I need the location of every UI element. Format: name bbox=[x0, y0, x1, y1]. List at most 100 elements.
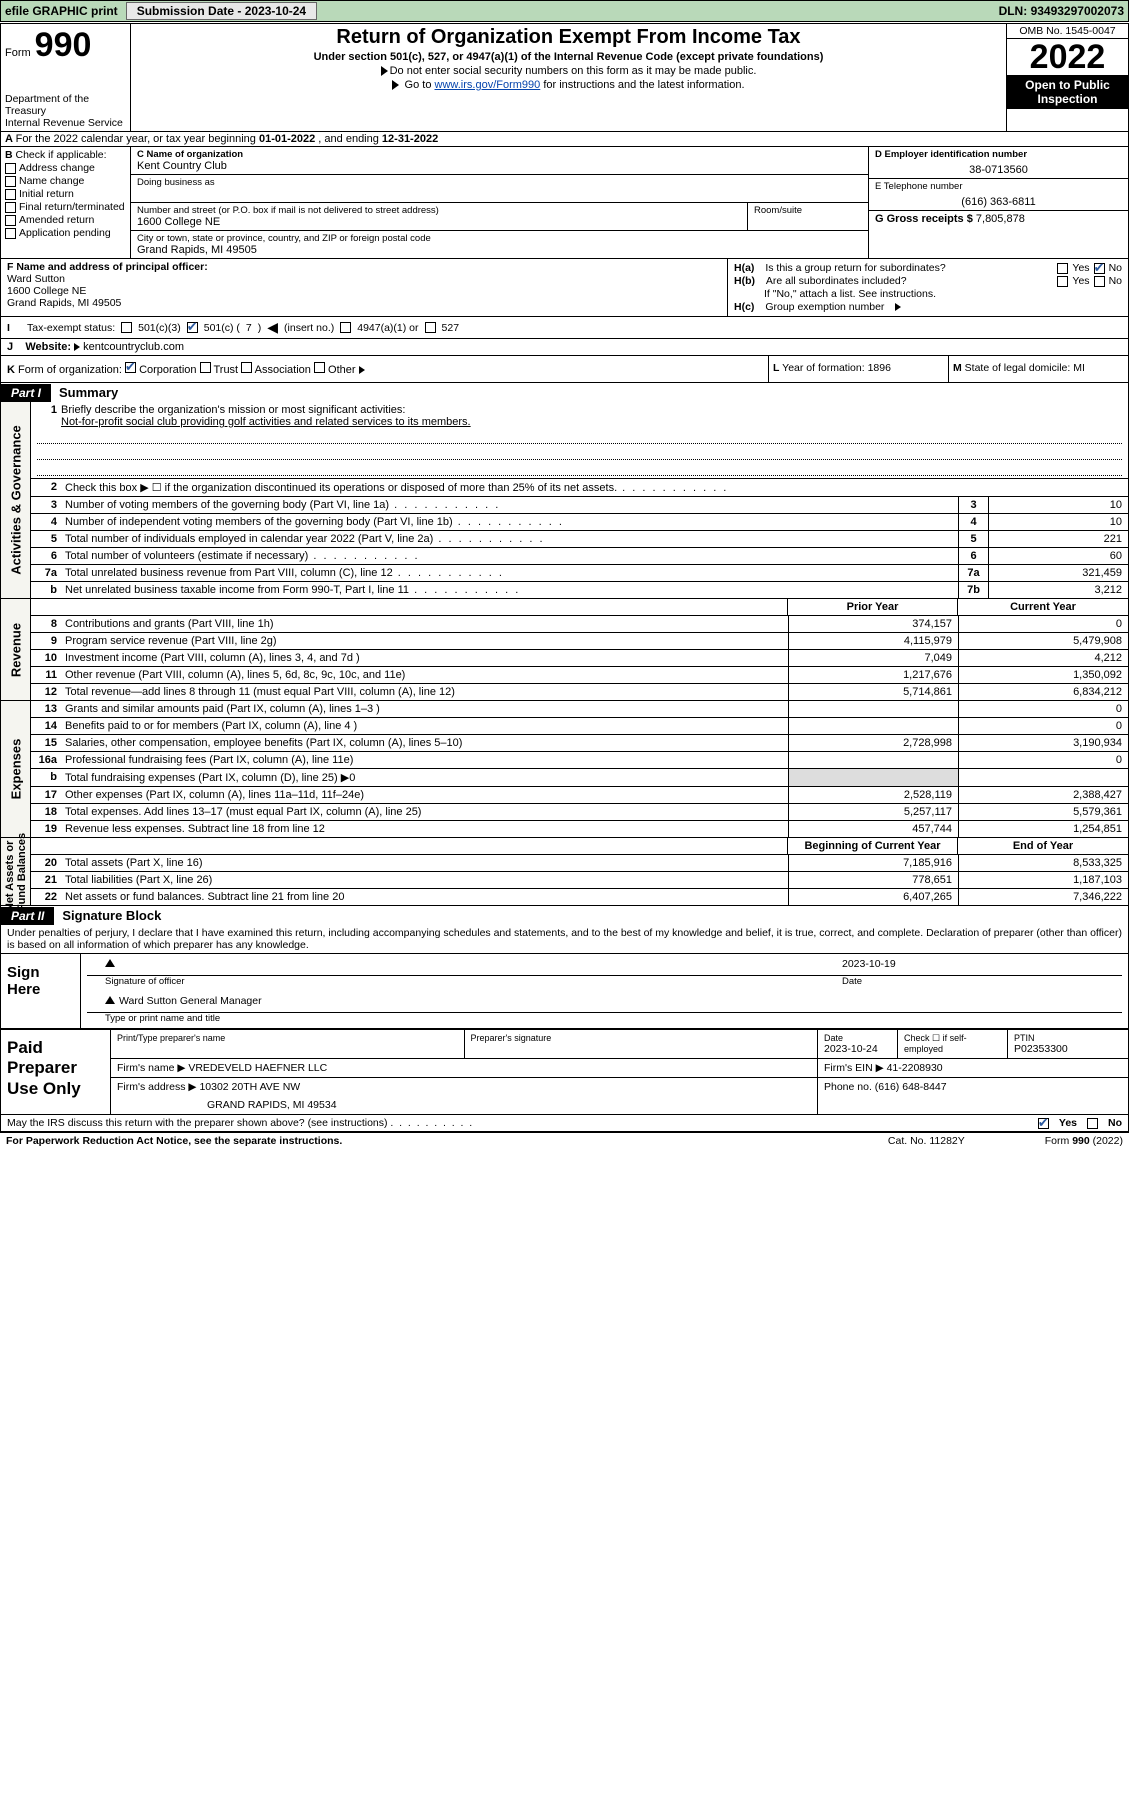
vtab-net-assets: Net Assets or Fund Balances bbox=[4, 832, 28, 910]
header-right: OMB No. 1545-0047 2022 Open to Public In… bbox=[1006, 24, 1128, 131]
line-14: 14Benefits paid to or for members (Part … bbox=[31, 718, 1128, 735]
chk-address-change[interactable] bbox=[5, 163, 16, 174]
topbar: efile GRAPHIC print Submission Date - 20… bbox=[0, 0, 1129, 22]
note-goto-post: for instructions and the latest informat… bbox=[543, 79, 744, 91]
open-to-public: Open to Public Inspection bbox=[1007, 75, 1128, 109]
dln: DLN: 93493297002073 bbox=[999, 4, 1124, 18]
org-name: Kent Country Club bbox=[137, 160, 862, 172]
chk-other[interactable] bbox=[314, 362, 325, 373]
header-left: Form 990 Department of the Treasury Inte… bbox=[1, 24, 131, 131]
mission-block: 1 Briefly describe the organization's mi… bbox=[31, 402, 1128, 479]
year-formation: L Year of formation: 1896 bbox=[768, 356, 948, 382]
col-header-begin-end: Beginning of Current Year End of Year bbox=[31, 838, 1128, 855]
principal-officer: F Name and address of principal officer:… bbox=[1, 259, 728, 316]
state-domicile: M State of legal domicile: MI bbox=[948, 356, 1128, 382]
chk-4947[interactable] bbox=[340, 322, 351, 333]
vtab-revenue: Revenue bbox=[8, 622, 23, 676]
line-18: 18Total expenses. Add lines 13–17 (must … bbox=[31, 804, 1128, 821]
row-klm: K Form of organization: Corporation Trus… bbox=[1, 356, 1128, 383]
paid-preparer-block: Paid Preparer Use Only Print/Type prepar… bbox=[1, 1029, 1128, 1115]
line-12: 12Total revenue—add lines 8 through 11 (… bbox=[31, 684, 1128, 700]
gov-line-6: 6Total number of volunteers (estimate if… bbox=[31, 548, 1128, 565]
gov-line-3: 3Number of voting members of the governi… bbox=[31, 497, 1128, 514]
chk-app-pending[interactable] bbox=[5, 228, 16, 239]
footer-discuss: May the IRS discuss this return with the… bbox=[1, 1115, 1128, 1131]
chk-trust[interactable] bbox=[200, 362, 211, 373]
line-b: bTotal fundraising expenses (Part IX, co… bbox=[31, 769, 1128, 787]
firm-phone: (616) 648-8447 bbox=[875, 1081, 947, 1093]
sign-here-block: Sign Here 2023-10-19 Signature of office… bbox=[1, 954, 1128, 1029]
form-number: 990 bbox=[35, 26, 92, 65]
chk-final-return[interactable] bbox=[5, 202, 16, 213]
irs-link[interactable]: www.irs.gov/Form990 bbox=[435, 79, 541, 91]
h-group-return: H(a) Is this a group return for subordin… bbox=[728, 259, 1128, 316]
city-state-zip: Grand Rapids, MI 49505 bbox=[137, 244, 862, 256]
note-goto-pre: Go to bbox=[405, 79, 435, 91]
line-15: 15Salaries, other compensation, employee… bbox=[31, 735, 1128, 752]
tax-year: 2022 bbox=[1007, 39, 1128, 75]
chk-ha-no[interactable] bbox=[1094, 263, 1105, 274]
penalties-statement: Under penalties of perjury, I declare th… bbox=[1, 925, 1128, 954]
segment-revenue: Revenue Prior Year Current Year 8Contrib… bbox=[1, 599, 1128, 701]
chk-name-change[interactable] bbox=[5, 176, 16, 187]
chk-amended[interactable] bbox=[5, 215, 16, 226]
sign-triangle-icon bbox=[105, 959, 115, 967]
chk-discuss-yes[interactable] bbox=[1038, 1118, 1049, 1129]
gross-receipts: 7,805,878 bbox=[976, 213, 1025, 225]
line-13: 13Grants and similar amounts paid (Part … bbox=[31, 701, 1128, 718]
chk-501c3[interactable] bbox=[121, 322, 132, 333]
arrow-icon bbox=[359, 366, 365, 374]
chk-assoc[interactable] bbox=[241, 362, 252, 373]
sign-triangle-icon bbox=[105, 996, 115, 1004]
chk-ha-yes[interactable] bbox=[1057, 263, 1068, 274]
vtab-expenses: Expenses bbox=[8, 739, 23, 800]
chk-hb-no[interactable] bbox=[1094, 276, 1105, 287]
row-j-website: J Website: kentcountryclub.com bbox=[1, 339, 1128, 356]
section-bcdeg: B Check if applicable: Address change Na… bbox=[1, 147, 1128, 259]
part1-header: Part I Summary bbox=[1, 383, 1128, 402]
row-a-tax-year: A For the 2022 calendar year, or tax yea… bbox=[1, 132, 1128, 147]
chk-initial-return[interactable] bbox=[5, 189, 16, 200]
arrow-icon bbox=[74, 343, 80, 351]
gov-line-4: 4Number of independent voting members of… bbox=[31, 514, 1128, 531]
row-i-tax-status: I Tax-exempt status: 501(c)(3) 501(c) (7… bbox=[1, 317, 1128, 339]
chk-discuss-no[interactable] bbox=[1087, 1118, 1098, 1129]
ein: 38-0713560 bbox=[875, 164, 1122, 176]
triangle-icon bbox=[381, 66, 388, 76]
segment-expenses: Expenses 13Grants and similar amounts pa… bbox=[1, 701, 1128, 838]
line-11: 11Other revenue (Part VIII, column (A), … bbox=[31, 667, 1128, 684]
form-word: Form bbox=[5, 47, 31, 59]
chk-501c[interactable] bbox=[187, 322, 198, 333]
chk-527[interactable] bbox=[425, 322, 436, 333]
line-8: 8Contributions and grants (Part VIII, li… bbox=[31, 616, 1128, 633]
col-c-name-addr: C Name of organization Kent Country Club… bbox=[131, 147, 868, 258]
col-header-prior-current: Prior Year Current Year bbox=[31, 599, 1128, 616]
submission-date-btn[interactable]: Submission Date - 2023-10-24 bbox=[126, 2, 317, 20]
dept-treasury: Department of the Treasury Internal Reve… bbox=[5, 93, 126, 129]
line-9: 9Program service revenue (Part VIII, lin… bbox=[31, 633, 1128, 650]
line-22: 22Net assets or fund balances. Subtract … bbox=[31, 889, 1128, 905]
row-fh: F Name and address of principal officer:… bbox=[1, 259, 1128, 317]
website: kentcountryclub.com bbox=[83, 341, 184, 353]
gov-line-5: 5Total number of individuals employed in… bbox=[31, 531, 1128, 548]
col-b-checkboxes: B Check if applicable: Address change Na… bbox=[1, 147, 131, 258]
note-ssn: Do not enter social security numbers on … bbox=[390, 65, 757, 77]
form-ref: Form 990 (2022) bbox=[1045, 1135, 1123, 1147]
segment-governance: Activities & Governance 1 Briefly descri… bbox=[1, 402, 1128, 599]
room-suite-lbl: Room/suite bbox=[748, 203, 868, 231]
chk-corp[interactable] bbox=[125, 362, 136, 373]
line-19: 19Revenue less expenses. Subtract line 1… bbox=[31, 821, 1128, 837]
omb-number: OMB No. 1545-0047 bbox=[1007, 24, 1128, 39]
part2-header: Part II Signature Block bbox=[1, 906, 1128, 925]
segment-net-assets: Net Assets or Fund Balances Beginning of… bbox=[1, 838, 1128, 906]
efile-label[interactable]: efile GRAPHIC print bbox=[5, 4, 118, 18]
line-20: 20Total assets (Part X, line 16)7,185,91… bbox=[31, 855, 1128, 872]
footer-final: For Paperwork Reduction Act Notice, see … bbox=[0, 1132, 1129, 1149]
line-10: 10Investment income (Part VIII, column (… bbox=[31, 650, 1128, 667]
header-center: Return of Organization Exempt From Incom… bbox=[131, 24, 1006, 131]
gov-line-2: 2Check this box ▶ ☐ if the organization … bbox=[31, 479, 1128, 497]
line-17: 17Other expenses (Part IX, column (A), l… bbox=[31, 787, 1128, 804]
chk-hb-yes[interactable] bbox=[1057, 276, 1068, 287]
form-header: Form 990 Department of the Treasury Inte… bbox=[1, 24, 1128, 132]
gov-line-7a: 7aTotal unrelated business revenue from … bbox=[31, 565, 1128, 582]
